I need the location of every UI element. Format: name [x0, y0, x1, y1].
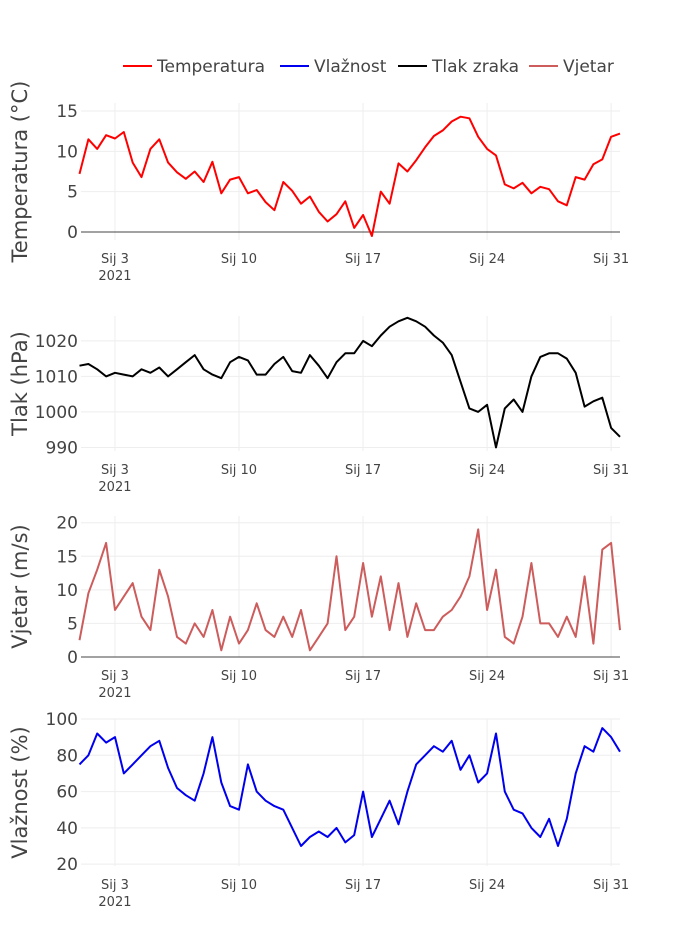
- x-tick-label: Siј 10: [221, 252, 257, 267]
- x-tick-year-label: 2021: [98, 269, 131, 284]
- legend-item-0[interactable]: Temperatura: [123, 57, 265, 77]
- legend-label: Vlažnost: [314, 57, 387, 77]
- subplot-3: 20 40 60 80 100 Vlažnost (%) Siј 3 2021 Siј 10 Si…: [8, 710, 629, 910]
- y-tick-label: 5: [67, 183, 78, 203]
- legend-item-3[interactable]: Vjetar: [529, 57, 614, 77]
- legend-label: Temperatura: [156, 57, 265, 77]
- y-axis-title: Vjetar (m/s): [8, 524, 32, 648]
- y-tick-label: 10: [56, 142, 78, 162]
- x-tick-label: Siј 31: [593, 252, 629, 267]
- x-tick-label: Siј 24: [469, 878, 505, 893]
- series-line-vlažnost: [78, 727, 621, 847]
- x-tick-label: Siј 10: [221, 669, 257, 684]
- x-tick-label: Siј 3: [101, 669, 129, 684]
- series-line-tlak-zraka: [79, 316, 621, 449]
- x-tick-label: Siј 24: [469, 669, 505, 684]
- y-axis-title: Temperatura (°C): [8, 81, 32, 264]
- x-tick-label: Siј 17: [345, 252, 381, 267]
- y-tick-label: 20: [56, 514, 78, 534]
- x-tick-year-label: 2021: [98, 895, 131, 910]
- legend-item-1[interactable]: Vlažnost: [280, 57, 387, 77]
- y-tick-label: 1010: [35, 367, 78, 387]
- x-tick-label: Siј 31: [593, 669, 629, 684]
- y-tick-label: 40: [56, 819, 78, 839]
- x-tick-label: Siј 3: [101, 463, 129, 478]
- x-tick-label: Siј 3: [101, 878, 129, 893]
- y-tick-label: 1020: [35, 332, 78, 352]
- subplot-2: 0 5 10 15 20 Vjetar (m/s) Siј 3 2021 Siј 10 Siј 1…: [8, 514, 629, 701]
- subplot-0: 0 5 10 15 Temperatura (°C) Siј 3 2021 Siј 10 Siј…: [8, 81, 629, 284]
- series-line-temperatura: [78, 115, 621, 237]
- x-tick-label: Siј 31: [593, 463, 629, 478]
- x-tick-label: Siј 24: [469, 463, 505, 478]
- x-tick-label: Siј 17: [345, 878, 381, 893]
- y-tick-label: 15: [56, 547, 78, 567]
- y-tick-label: 60: [56, 783, 78, 803]
- x-tick-label: Siј 17: [345, 669, 381, 684]
- y-tick-label: 990: [46, 438, 78, 458]
- y-tick-label: 15: [56, 102, 78, 122]
- x-tick-label: Siј 3: [101, 252, 129, 267]
- x-tick-year-label: 2021: [98, 686, 131, 701]
- y-tick-label: 10: [56, 581, 78, 601]
- y-tick-label: 1000: [35, 403, 78, 423]
- x-tick-year-label: 2021: [98, 480, 131, 495]
- y-tick-label: 100: [46, 710, 78, 730]
- x-tick-label: Siј 10: [221, 878, 257, 893]
- x-tick-label: Siј 31: [593, 878, 629, 893]
- x-tick-label: Siј 17: [345, 463, 381, 478]
- y-tick-label: 0: [67, 223, 78, 243]
- x-tick-label: Siј 10: [221, 463, 257, 478]
- y-tick-label: 80: [56, 746, 78, 766]
- y-tick-label: 20: [56, 855, 78, 875]
- y-axis-title: Tlak (hPa): [8, 331, 32, 437]
- legend-label: Tlak zraka: [431, 57, 519, 77]
- y-tick-label: 5: [67, 614, 78, 634]
- y-axis-title: Vlažnost (%): [8, 726, 32, 858]
- series-line-vjetar: [78, 528, 621, 652]
- legend-item-2[interactable]: Tlak zraka: [398, 57, 519, 77]
- y-tick-label: 0: [67, 648, 78, 668]
- legend-label: Vjetar: [563, 57, 614, 77]
- x-tick-label: Siј 24: [469, 252, 505, 267]
